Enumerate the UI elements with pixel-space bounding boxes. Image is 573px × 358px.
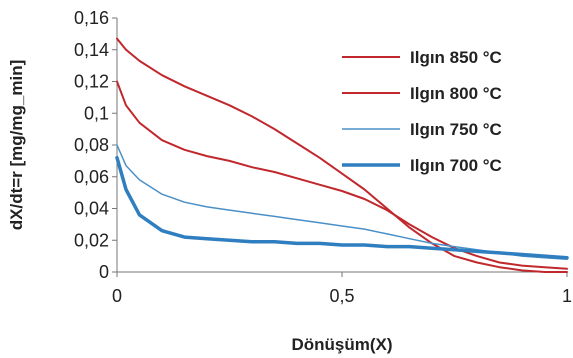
legend-label: Ilgın 750 °C bbox=[410, 120, 502, 139]
legend: Ilgın 850 °C Ilgın 800 °C Ilgın 750 °C Ilgı… bbox=[342, 48, 502, 175]
y-tick-label: 0 bbox=[99, 262, 109, 282]
series-line-4 bbox=[115, 155, 569, 260]
y-tick-label: 0,04 bbox=[74, 199, 109, 219]
x-tick-label: 1 bbox=[562, 286, 572, 306]
series-group bbox=[115, 37, 569, 273]
y-axis-title: dX/dt=r [mg/mg_min] bbox=[7, 60, 26, 230]
legend-label: Ilgın 700 °C bbox=[410, 156, 502, 175]
x-tick-label: 0,5 bbox=[329, 286, 354, 306]
y-tick-label: 0,06 bbox=[74, 167, 109, 187]
series-line-1 bbox=[116, 37, 568, 273]
y-axis-ticks: 0 0,02 0,04 0,06 0,08 0,1 0,12 0,14 0,16 bbox=[74, 8, 117, 282]
x-axis-title: Dönüşüm(X) bbox=[291, 335, 392, 354]
x-axis-ticks: 0 0,5 1 bbox=[112, 272, 572, 306]
legend-label: Ilgın 850 °C bbox=[410, 48, 502, 67]
x-tick-label: 0 bbox=[112, 286, 122, 306]
y-tick-label: 0,14 bbox=[74, 40, 109, 60]
y-tick-label: 0,16 bbox=[74, 8, 109, 28]
legend-label: Ilgın 800 °C bbox=[410, 84, 502, 103]
y-tick-label: 0,08 bbox=[74, 135, 109, 155]
y-tick-label: 0,02 bbox=[74, 230, 109, 250]
series-line-2 bbox=[116, 80, 568, 270]
y-tick-label: 0,1 bbox=[84, 103, 109, 123]
y-tick-label: 0,12 bbox=[74, 72, 109, 92]
